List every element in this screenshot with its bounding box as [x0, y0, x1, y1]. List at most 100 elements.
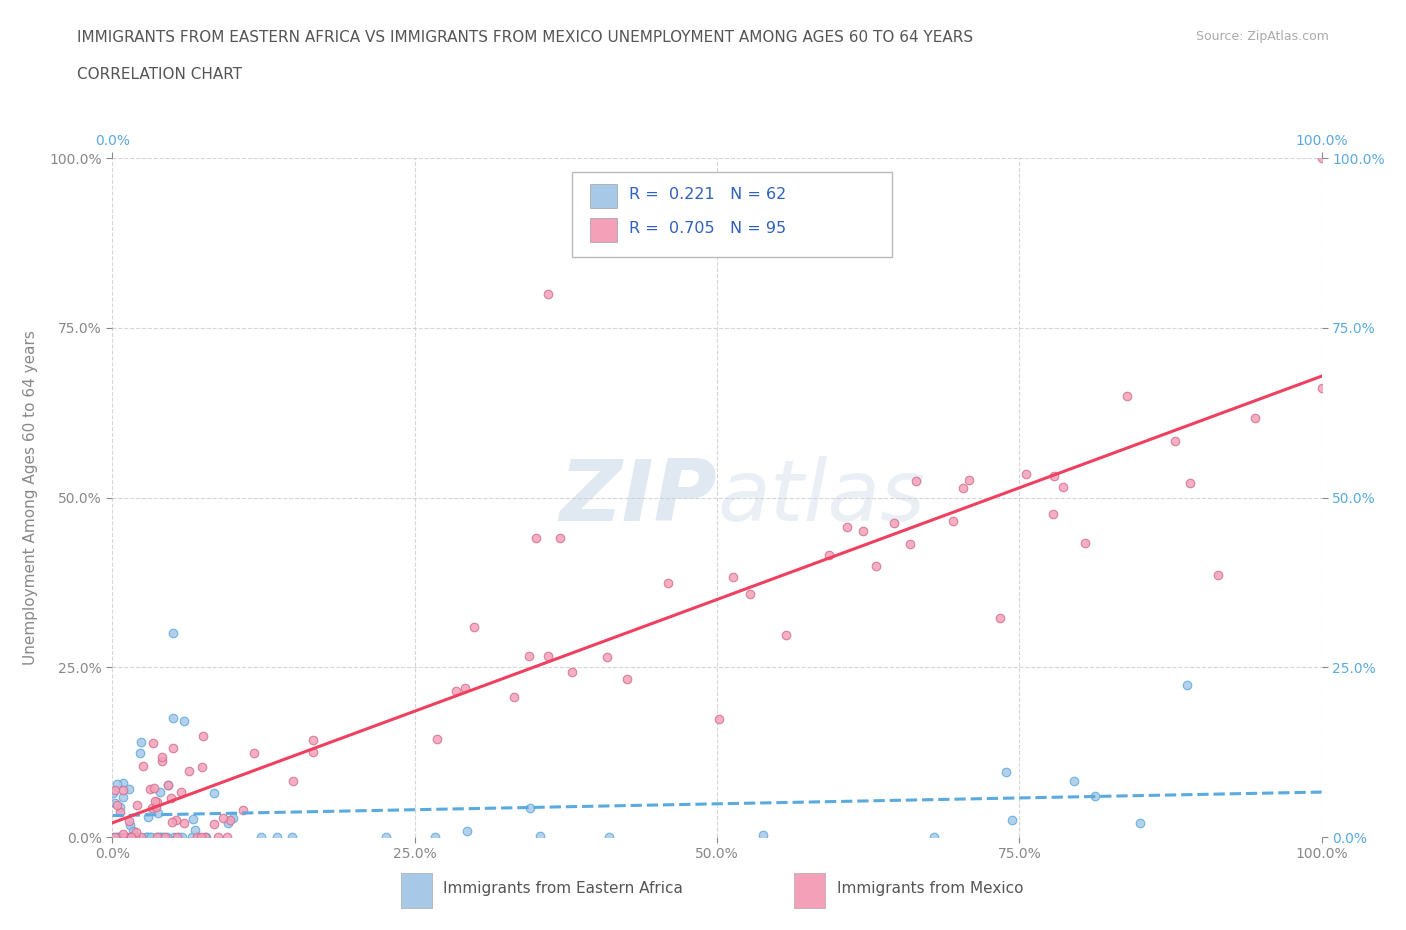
Point — [105, 830, 128, 844]
Point — [426, 731, 449, 746]
Point — [529, 829, 551, 844]
Point — [922, 830, 945, 844]
Text: CORRELATION CHART: CORRELATION CHART — [77, 67, 242, 82]
Point — [156, 830, 179, 844]
Point — [1175, 678, 1198, 693]
Point — [112, 776, 135, 790]
Point — [190, 760, 212, 775]
Point — [114, 830, 136, 844]
Point — [150, 830, 173, 844]
Point — [157, 777, 180, 792]
FancyBboxPatch shape — [401, 873, 432, 908]
Point — [1243, 410, 1265, 425]
Point — [162, 626, 184, 641]
Point — [120, 830, 142, 844]
Point — [1052, 480, 1074, 495]
Point — [183, 812, 205, 827]
Point — [129, 746, 152, 761]
Point — [775, 627, 797, 642]
Point — [104, 783, 127, 798]
Point — [952, 480, 974, 495]
Point — [184, 822, 207, 837]
Point — [375, 830, 398, 844]
Text: atlas: atlas — [717, 456, 925, 539]
Point — [173, 713, 195, 728]
Point — [195, 830, 218, 844]
Point — [249, 830, 271, 844]
Text: R =  0.221   N = 62: R = 0.221 N = 62 — [628, 187, 786, 203]
Point — [190, 830, 212, 844]
Point — [957, 472, 980, 487]
Point — [217, 816, 239, 830]
Point — [723, 570, 745, 585]
Point — [463, 619, 485, 634]
Point — [519, 801, 541, 816]
Point — [105, 798, 128, 813]
Point — [301, 745, 323, 760]
Point — [160, 815, 183, 830]
Point — [852, 524, 875, 538]
Point — [1073, 536, 1095, 551]
Point — [129, 735, 152, 750]
Point — [143, 781, 166, 796]
Point — [150, 749, 173, 764]
Point — [112, 830, 135, 844]
FancyBboxPatch shape — [591, 218, 617, 242]
Point — [598, 830, 620, 844]
Text: ZIP: ZIP — [560, 456, 717, 539]
Point — [170, 784, 193, 799]
Point — [108, 804, 131, 819]
Point — [136, 830, 159, 844]
Point — [120, 830, 142, 844]
Point — [537, 286, 560, 301]
Point — [139, 781, 162, 796]
Point — [142, 736, 165, 751]
Point — [837, 519, 859, 534]
Point — [444, 684, 467, 698]
Point — [112, 782, 135, 797]
Point — [988, 611, 1011, 626]
Point — [1310, 380, 1333, 395]
Point — [141, 801, 163, 816]
Point — [169, 830, 191, 844]
Point — [1164, 433, 1187, 448]
FancyBboxPatch shape — [794, 873, 825, 908]
Point — [456, 824, 478, 839]
Point — [1063, 774, 1085, 789]
Point — [120, 830, 142, 844]
Point — [165, 812, 187, 827]
Point — [865, 558, 887, 573]
Point — [454, 680, 477, 695]
Point — [202, 817, 225, 832]
Point — [124, 825, 146, 840]
Point — [112, 790, 135, 804]
Point — [166, 830, 188, 844]
Point — [118, 814, 141, 829]
Point — [150, 753, 173, 768]
Point — [503, 689, 526, 704]
Point — [1129, 816, 1152, 830]
Point — [179, 764, 201, 778]
Point — [898, 537, 921, 551]
Point — [751, 828, 773, 843]
Point — [107, 830, 129, 844]
Point — [266, 830, 288, 844]
Point — [159, 790, 181, 805]
Point — [121, 830, 143, 844]
Point — [243, 746, 266, 761]
Point — [111, 827, 134, 842]
Y-axis label: Unemployment Among Ages 60 to 64 years: Unemployment Among Ages 60 to 64 years — [24, 330, 38, 665]
Point — [149, 784, 172, 799]
Point — [657, 575, 679, 590]
Point — [537, 648, 560, 663]
Point — [232, 803, 254, 817]
Point — [103, 786, 125, 801]
Point — [145, 799, 167, 814]
Point — [162, 711, 184, 725]
Point — [122, 823, 145, 838]
Point — [146, 794, 169, 809]
Point — [194, 830, 217, 844]
Point — [162, 740, 184, 755]
Point — [942, 513, 965, 528]
Point — [104, 830, 127, 844]
